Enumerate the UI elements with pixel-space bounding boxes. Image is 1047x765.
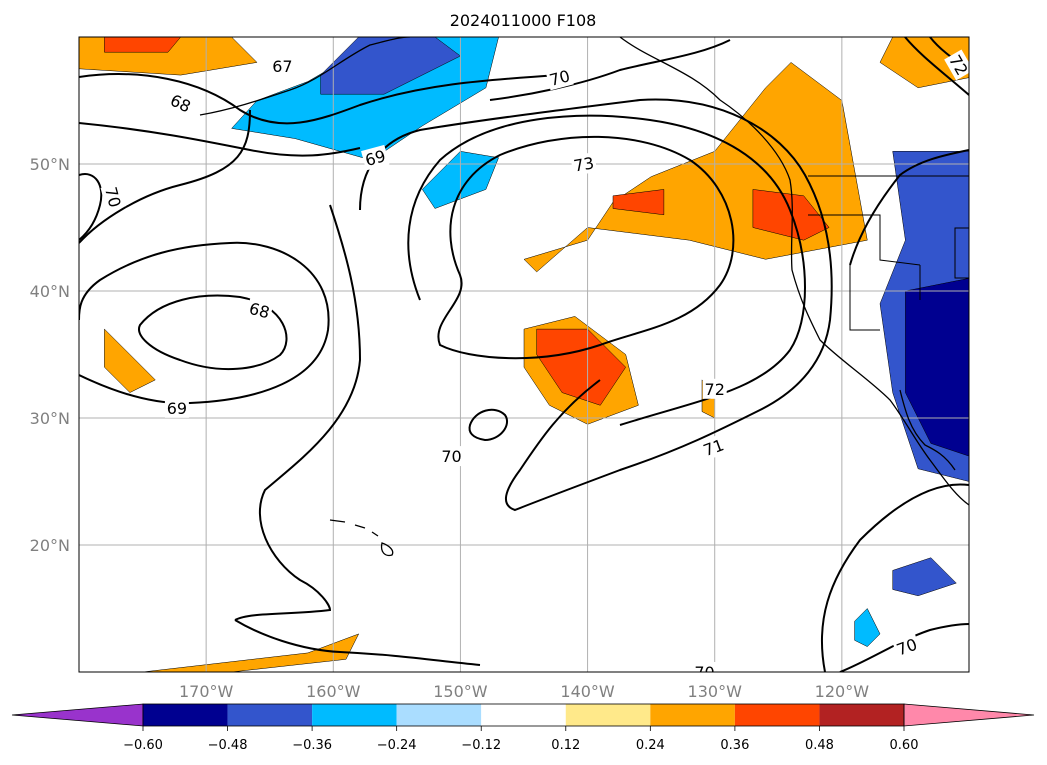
- colorbar-tick-label: 0.24: [636, 738, 665, 753]
- border-states: [808, 214, 969, 331]
- lat-tick-label: 50°N: [30, 155, 70, 174]
- contour-label-bg: [692, 662, 717, 672]
- contour-label: 67: [272, 57, 292, 76]
- contour-label-bg: [164, 397, 189, 418]
- contour-line-70-bottom: [234, 619, 481, 666]
- contour-label-bg: [545, 64, 574, 91]
- shade-blue-bottom-right2: [854, 608, 881, 647]
- shade-redorange-ne-pacific2: [612, 189, 665, 216]
- axis-labels: 170°W 160°W 150°W 140°W 130°W 120°W 20°N 30°N 40…: [30, 155, 870, 701]
- colorbar-extend-max: [903, 703, 1035, 727]
- contour-label-bg: [570, 152, 598, 176]
- colorbar-segment: [565, 704, 651, 726]
- contour-label-bg: [944, 49, 969, 81]
- colorbar-tick-label: 0.12: [551, 738, 580, 753]
- colorbar-tick-label: −0.48: [208, 738, 248, 753]
- colorbar-segment: [312, 704, 397, 726]
- colorbar-segment: [734, 704, 820, 726]
- contour-label: 69: [167, 399, 187, 418]
- coastline-hawaii: [329, 519, 394, 557]
- colorbar-tick-label: −0.60: [123, 738, 163, 753]
- lat-tick-label: 30°N: [30, 409, 70, 428]
- contour-line-70-se: [839, 623, 969, 672]
- lon-tick-label: 130°W: [688, 682, 743, 701]
- contour-line-69-north: [79, 122, 361, 157]
- map-frame: [78, 36, 970, 673]
- contour-line-68-loop: [138, 294, 288, 370]
- contour-label: 70: [547, 66, 572, 90]
- shade-orange-small-west: [104, 328, 156, 393]
- contour-line-west-68: [79, 109, 251, 244]
- coastline-north-america: [619, 37, 969, 506]
- colorbar-tick-label: −0.36: [292, 738, 332, 753]
- contour-line-72-ring: [407, 114, 806, 426]
- contour-line-70-mid: [234, 204, 362, 621]
- contour-line-71: [359, 98, 833, 512]
- contour-label-bg: [892, 633, 922, 661]
- colorbar-segment: [481, 704, 566, 726]
- lon-tick-label: 120°W: [815, 682, 870, 701]
- contour-label: 70: [441, 447, 461, 466]
- shade-redorange-top-left: [104, 37, 182, 53]
- coastlines: [199, 37, 969, 557]
- shade-orange-bottom-left: [142, 633, 360, 672]
- colorbar-tick-label: 0.60: [890, 738, 919, 753]
- lon-tick-label: 160°W: [306, 682, 361, 701]
- colorbar-segment: [650, 704, 735, 726]
- contour-line-70-east: [904, 37, 969, 96]
- colorbar-frame: [142, 703, 905, 727]
- contour-label: 69: [363, 146, 388, 170]
- gridlines: [79, 37, 969, 672]
- contour-label-bg: [165, 88, 196, 118]
- colorbar-segment: [819, 704, 904, 726]
- contour-line-70-south: [820, 483, 969, 672]
- coastline-alaska: [199, 37, 411, 116]
- lon-tick-label: 150°W: [433, 682, 488, 701]
- contour-line-68-north: [79, 73, 561, 125]
- contour-label: 70: [694, 663, 714, 682]
- coastline-baja: [899, 389, 956, 471]
- contour-line-70-small-loop: [468, 408, 508, 442]
- colorbar-segment: [227, 704, 313, 726]
- contour-label: 70: [101, 185, 125, 210]
- country-borders: [808, 175, 969, 331]
- colorbar-tick-label: −0.12: [461, 738, 501, 753]
- contour-label-bg: [698, 433, 729, 461]
- shade-blue-bottom-right: [892, 557, 957, 597]
- contour-label: 73: [572, 153, 595, 175]
- shade-darkblue-west-coast: [905, 278, 969, 457]
- chart-title: 2024011000 F108: [450, 11, 597, 30]
- contour-label-bg: [702, 378, 727, 399]
- colorbar-extend-min: [11, 703, 144, 727]
- colorbar-segment: [143, 704, 228, 726]
- contour-label-bg: [100, 182, 127, 212]
- contour-line-west-70: [79, 173, 103, 241]
- lon-tick-label: 140°W: [560, 682, 615, 701]
- colorbar-tick-label: 0.48: [805, 738, 834, 753]
- contour-label: 72: [705, 380, 725, 399]
- contour-label-bg: [245, 297, 274, 323]
- contour-label-bg: [361, 144, 390, 171]
- lon-tick-label: 170°W: [179, 682, 234, 701]
- contour-label-bg: [270, 56, 295, 77]
- colorbar-segment: [396, 704, 482, 726]
- contour-line-coast-stream: [849, 149, 969, 266]
- contour-label: 68: [247, 299, 272, 323]
- colorbar-tick-label: −0.24: [377, 738, 417, 753]
- contour-line-70-upper: [489, 39, 731, 101]
- contour-label-bg: [439, 446, 464, 467]
- contour-line-73-ring: [437, 135, 735, 360]
- colorbar-tick-label: 0.36: [720, 738, 749, 753]
- colorbar: −0.60 −0.48 −0.36 −0.24 −0.12 0.12 0.24 0.36 0.4…: [11, 703, 1035, 753]
- lat-tick-label: 20°N: [30, 536, 70, 555]
- lat-tick-label: 40°N: [30, 282, 70, 301]
